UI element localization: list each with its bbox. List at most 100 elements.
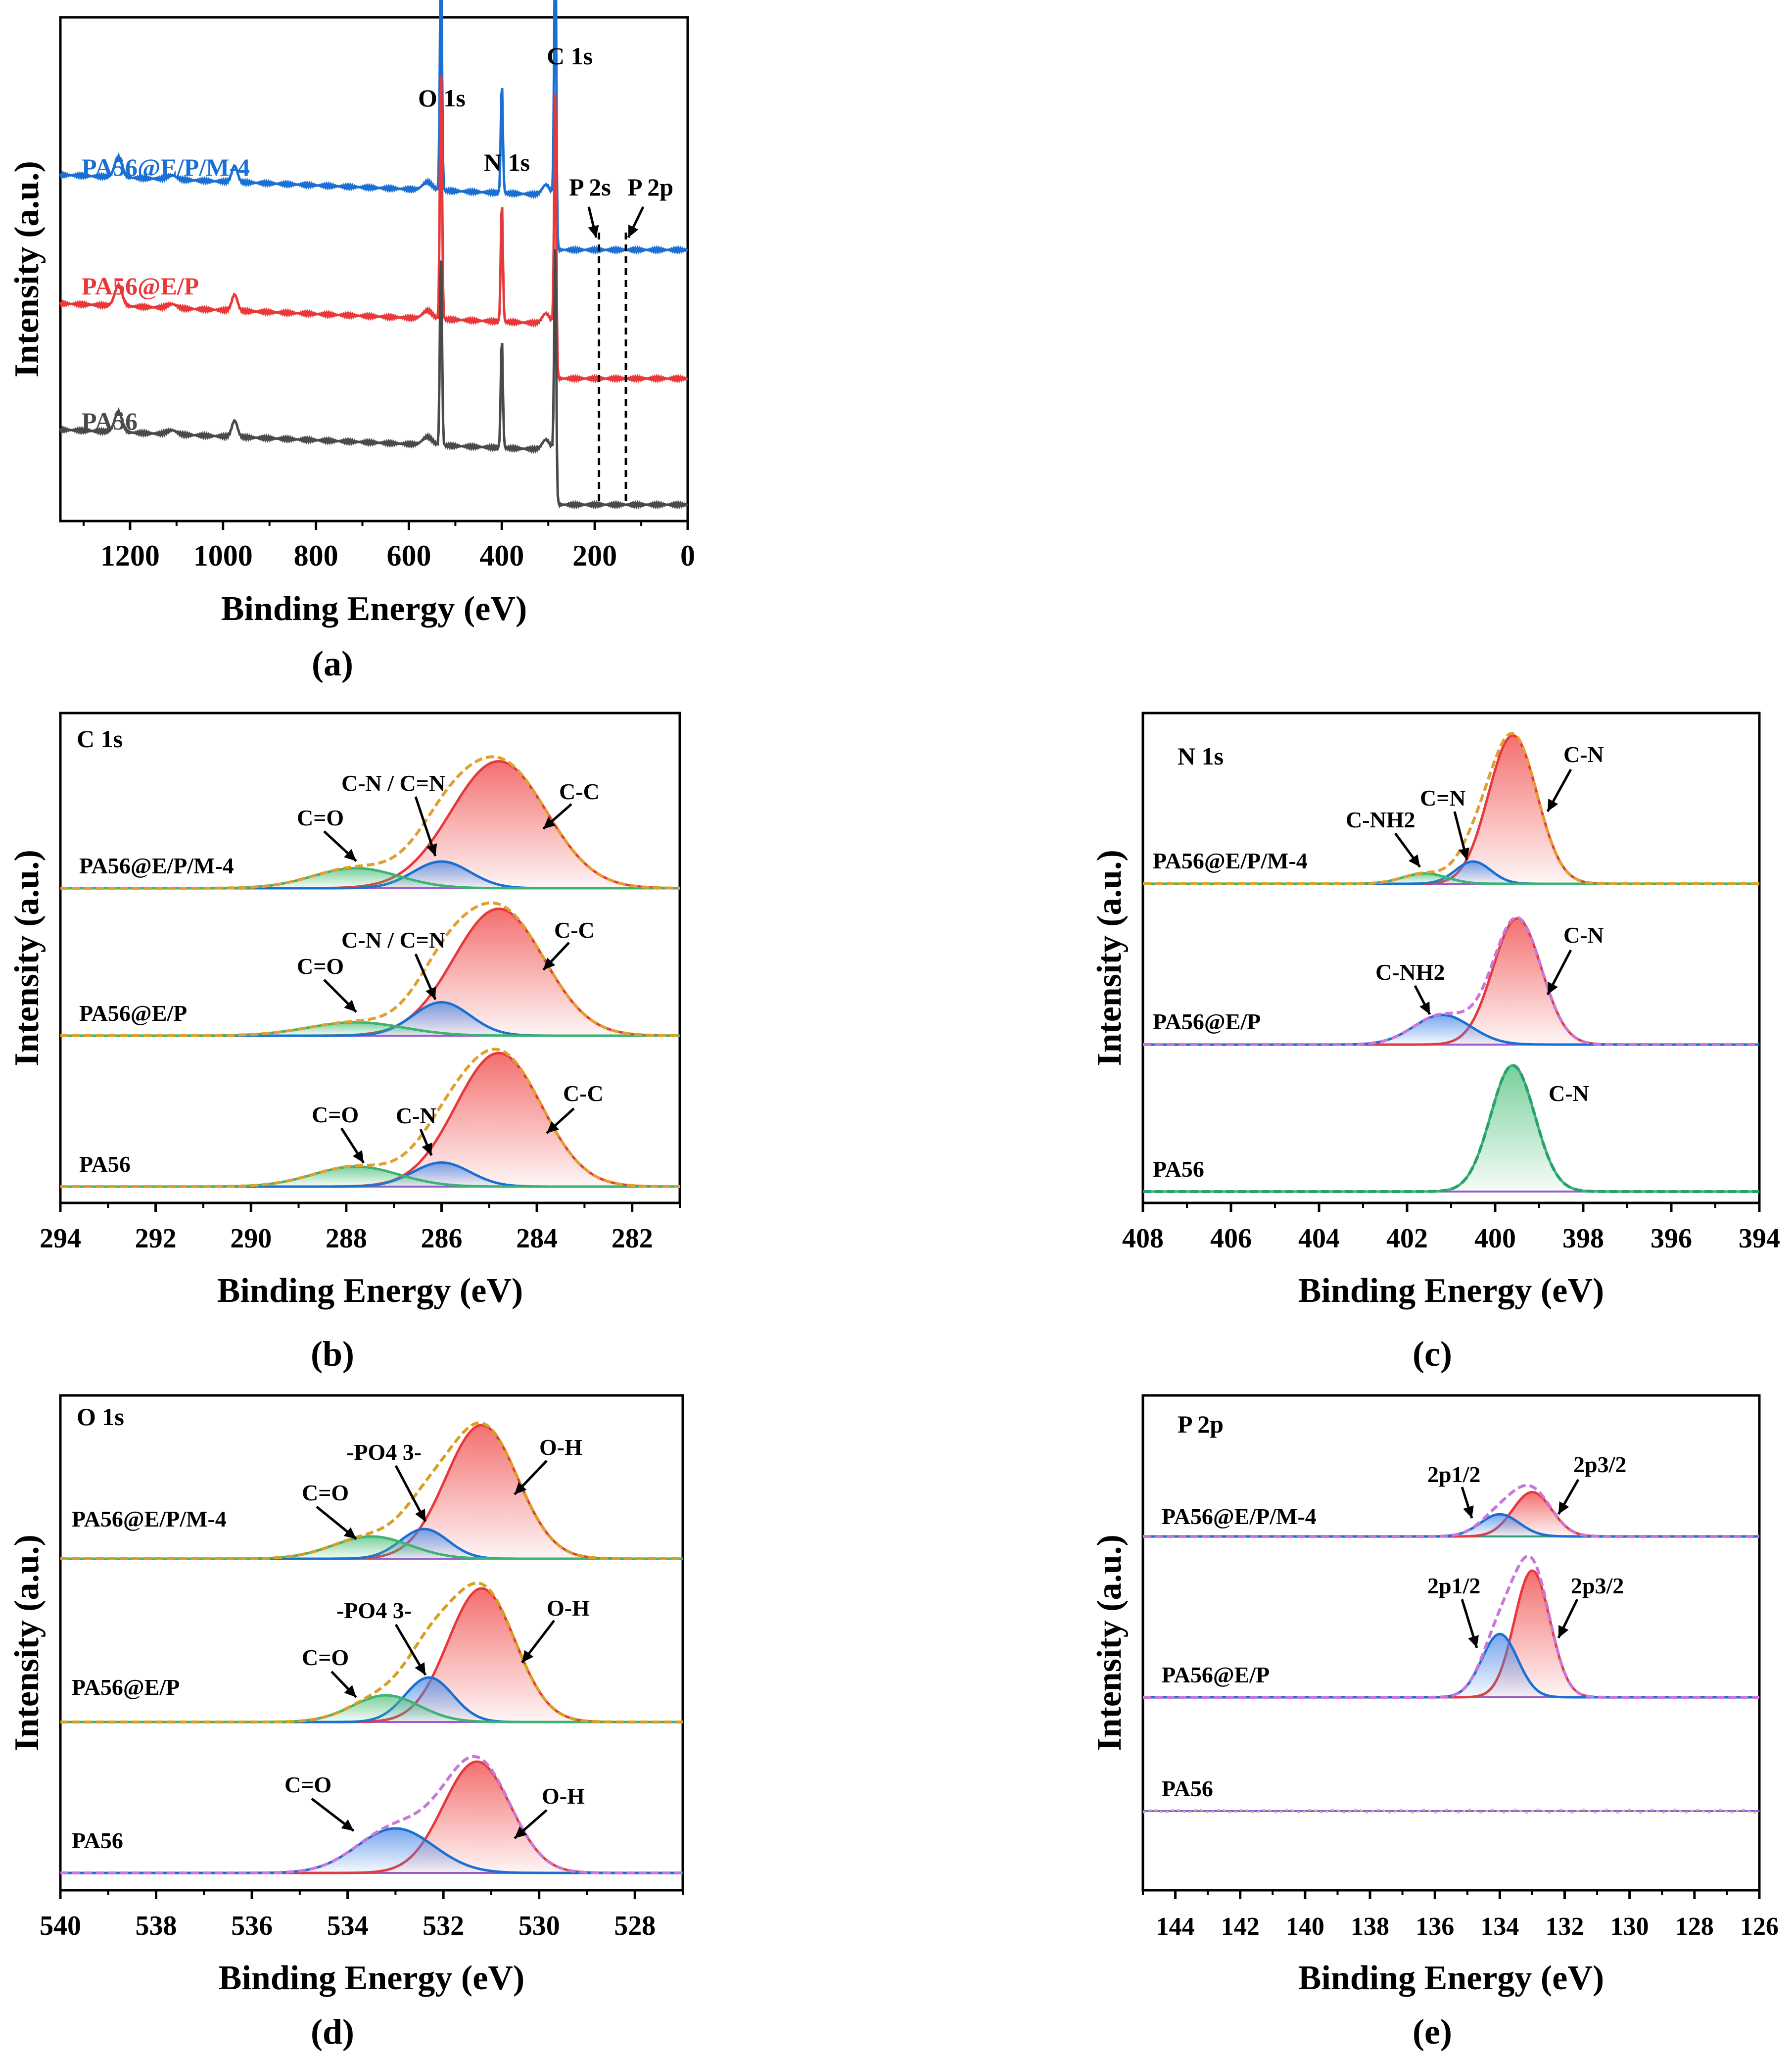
component-fill	[60, 868, 680, 888]
p2s-arrow-head	[588, 225, 599, 238]
component-arrow-head	[522, 1650, 534, 1663]
fit-envelope	[1143, 916, 1759, 1046]
component-fill	[60, 1022, 680, 1036]
stack-label: PA56@E/P	[1162, 1662, 1270, 1687]
component-fill	[1143, 1065, 1759, 1192]
component-arrow-head	[415, 1662, 425, 1675]
panel-b: 294 292 290 288 286 284 282 Binding Energy (eV)…	[8, 712, 681, 1310]
x-axis-label: Binding Energy (eV)	[1298, 1272, 1604, 1310]
component-label: C-N / C=N	[341, 927, 445, 953]
x-tick-label: 138	[1351, 1913, 1389, 1941]
x-tick-label: 400	[479, 539, 524, 572]
x-tick-label: 402	[1386, 1223, 1428, 1254]
x-tick-label: 140	[1286, 1913, 1324, 1941]
y-axis-label: Intensity (a.u.)	[1090, 850, 1129, 1066]
x-tick-label: 284	[516, 1223, 558, 1254]
x-tick-label: 538	[136, 1911, 177, 1941]
component-arrow-head	[344, 1000, 356, 1012]
component-label: C-NH2	[1346, 807, 1415, 832]
component-line	[1143, 1064, 1759, 1193]
component-line	[60, 1165, 680, 1188]
series-line	[59, 0, 688, 255]
series-line	[59, 76, 688, 383]
component-label: 2p1/2	[1427, 1573, 1480, 1598]
stack-label: PA56@E/P/M-4	[1153, 848, 1308, 873]
series-line	[59, 249, 688, 510]
component-label: 2p1/2	[1427, 1462, 1480, 1487]
x-tick-label: 134	[1480, 1913, 1519, 1941]
x-tick-label: 530	[519, 1911, 560, 1941]
plot-frame	[59, 1394, 684, 1892]
component-arrow-head	[344, 1685, 356, 1697]
component-label: -PO4 3-	[346, 1439, 422, 1465]
component-label: C-NH2	[1375, 959, 1445, 985]
component-arrow-head	[1468, 1635, 1479, 1648]
x-tick-label: 294	[40, 1223, 81, 1254]
panel-caption: (c)	[1413, 1334, 1452, 1374]
corner-label: P 2p	[1178, 1410, 1224, 1438]
component-label: C-N	[1549, 1081, 1589, 1106]
component-label: C=O	[302, 1645, 349, 1670]
stack-label: PA56@E/P	[72, 1675, 180, 1700]
component-arrow-head	[1463, 1505, 1474, 1518]
x-axis-label: Binding Energy (eV)	[219, 1959, 524, 1997]
panel-caption: (b)	[311, 1334, 354, 1374]
panel-caption: (e)	[1413, 2012, 1452, 2052]
x-tick-label: 408	[1122, 1223, 1164, 1254]
component-arrow-head	[1419, 1002, 1430, 1014]
plot-frame	[59, 16, 689, 523]
component-arrow-head	[1459, 847, 1470, 860]
component-label: C-C	[554, 917, 595, 943]
component-arrow-head	[422, 1143, 432, 1155]
component-fill	[60, 1588, 683, 1722]
x-tick-label: 292	[135, 1223, 177, 1254]
component-label: C-N	[1563, 742, 1604, 767]
x-tick-label: 400	[1474, 1223, 1516, 1254]
component-arrow-head	[425, 987, 436, 1000]
component-line	[60, 1021, 680, 1037]
fit-envelope	[60, 1421, 683, 1560]
x-tick-label: 290	[230, 1223, 272, 1254]
x-tick-label: 132	[1546, 1913, 1584, 1941]
x-tick-label: 128	[1675, 1913, 1714, 1941]
x-tick-label: 800	[294, 539, 338, 572]
x-tick-label: 398	[1562, 1223, 1604, 1254]
fit-envelope	[60, 755, 680, 890]
component-label: O-H	[539, 1435, 582, 1460]
component-arrow-head	[515, 1826, 527, 1838]
panel-d: 540 538 536 534 532 530 528 Binding Energy (eV)…	[8, 1394, 684, 1997]
p2p-arrow-head	[628, 225, 639, 238]
stack-label: PA56@E/P/M-4	[1162, 1504, 1317, 1529]
peak-label: P 2s	[569, 173, 611, 201]
component-fill	[60, 1536, 683, 1559]
component-fill	[60, 1053, 680, 1187]
y-axis-label: Intensity (a.u.)	[8, 850, 46, 1066]
component-fill	[60, 1695, 683, 1722]
x-axis-label: Binding Energy (eV)	[1298, 1959, 1604, 1997]
fit-envelope	[1143, 1063, 1759, 1193]
stack-label: PA56	[79, 1151, 131, 1177]
component-arrow-head	[426, 843, 437, 856]
component-fill	[60, 1166, 680, 1187]
fit-envelope	[1143, 1484, 1759, 1538]
x-tick-label: 528	[614, 1911, 656, 1941]
component-label: C=N	[1420, 785, 1466, 811]
component-label: O-H	[547, 1595, 590, 1621]
stack-label: PA56@E/P	[1153, 1009, 1261, 1034]
component-fill	[1143, 1015, 1759, 1045]
panel-e: 144 142 140 138 136 134 132 130 128 126 Binding En…	[1090, 1394, 1779, 1997]
component-arrow-head	[343, 1527, 356, 1539]
x-tick-label: 540	[40, 1911, 81, 1941]
component-line	[60, 867, 680, 890]
component-fill	[60, 909, 680, 1036]
component-arrow-head	[1548, 982, 1558, 995]
component-label: C=O	[297, 805, 344, 830]
fit-envelope	[60, 1755, 683, 1874]
series-label: PA56@E/P/M-4	[82, 153, 250, 181]
component-line	[60, 1694, 683, 1723]
component-fill	[60, 1762, 683, 1873]
x-tick-label: 288	[326, 1223, 367, 1254]
plot-frame	[59, 712, 681, 1204]
x-tick-label: 130	[1610, 1913, 1649, 1941]
panel-caption: (a)	[312, 644, 353, 683]
